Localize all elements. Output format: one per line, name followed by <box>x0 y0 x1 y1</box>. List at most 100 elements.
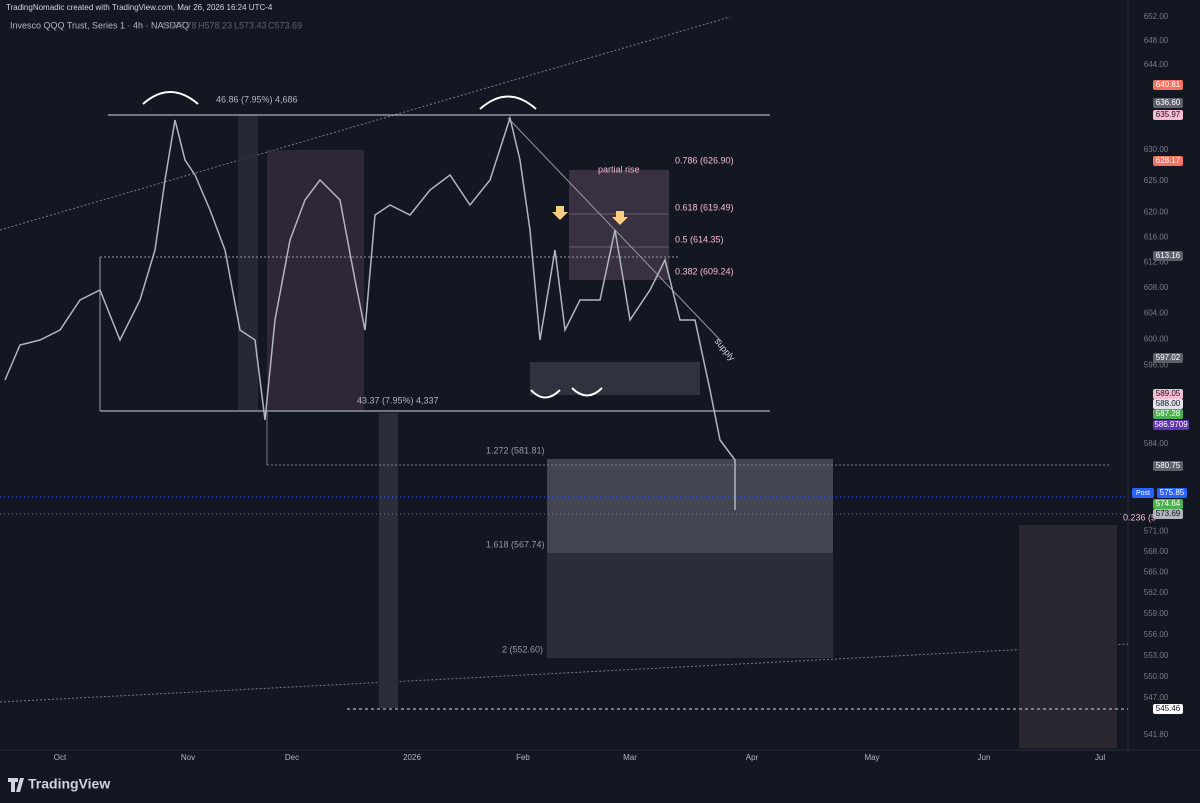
footer <box>0 765 1200 803</box>
price-badge <box>1157 488 1187 498</box>
header-title: TradingNomadic created with TradingView.… <box>6 3 273 12</box>
price-tick-label: 604.00 <box>1144 309 1169 318</box>
fib-zone <box>569 170 669 280</box>
time-label: Oct <box>54 753 67 762</box>
price-tick-label: 648.00 <box>1144 36 1169 45</box>
price-badge-label: 580.75 <box>1156 461 1181 470</box>
ohlc-open: O577.78 <box>162 20 197 30</box>
fib-label: 0.236 (5 <box>1123 512 1156 522</box>
price-tick-label: 616.00 <box>1144 232 1169 241</box>
price-badge <box>1153 353 1183 363</box>
bottom-arc <box>530 389 561 399</box>
price-path <box>4 115 736 510</box>
price-badge <box>1153 509 1183 519</box>
price-tick-label: 652.00 <box>1144 12 1169 21</box>
price-badge-label: 628.17 <box>1156 156 1181 165</box>
price-badge <box>1153 461 1183 471</box>
fib-label: 0.5 (614.35) <box>675 234 724 244</box>
price-tick-label: 559.00 <box>1144 609 1169 618</box>
fib-label: 0.618 (619.49) <box>675 202 734 212</box>
extension-box <box>547 459 833 553</box>
zone <box>1019 525 1117 748</box>
bottom-arc <box>571 387 603 397</box>
time-label: Dec <box>285 753 299 762</box>
price-tick-label: 625.00 <box>1144 176 1169 185</box>
price-tick-label: 620.00 <box>1144 207 1169 216</box>
price-tick-label: 630.00 <box>1144 145 1169 154</box>
price-tick-label: 596.00 <box>1144 360 1169 369</box>
price-tick-label: 562.00 <box>1144 588 1169 597</box>
price-tick-label: 584.00 <box>1144 439 1169 448</box>
price-badge-label: 636.60 <box>1156 98 1181 107</box>
price-tick-label: 553.00 <box>1144 651 1169 660</box>
price-badge <box>1153 110 1183 120</box>
price-badge <box>1153 399 1183 409</box>
annotation: partial rise <box>598 164 640 174</box>
price-badge-label: 586.9709 <box>1154 420 1188 429</box>
zone <box>267 150 364 410</box>
price-tick-label: 644.00 <box>1144 60 1169 69</box>
trend-line <box>0 643 1129 703</box>
trend-line <box>0 16 731 231</box>
arrow-down <box>612 211 628 225</box>
ohlc-close: C573.69 <box>268 20 302 30</box>
price-tick-label: 612.00 <box>1144 258 1169 267</box>
ohlc-low: L573.43 <box>234 20 267 30</box>
price-badge-label: 589.05 <box>1156 389 1181 398</box>
price-tick-label: 547.00 <box>1144 693 1169 702</box>
ext-label: 1.618 (567.74) <box>486 539 545 549</box>
price-tick-label: 571.00 <box>1144 527 1169 536</box>
price-tick-label: 541.80 <box>1144 730 1169 739</box>
zone <box>238 115 258 410</box>
price-badge-label: 588.00 <box>1156 399 1181 408</box>
price-badge <box>1153 499 1183 509</box>
price-tick-label: 608.00 <box>1144 283 1169 292</box>
price-tick-label: 568.00 <box>1144 547 1169 556</box>
ohlc-high: H578.23 <box>198 20 232 30</box>
zone <box>530 362 700 395</box>
price-badge-label: 574.64 <box>1156 499 1181 508</box>
top-arc <box>142 91 199 105</box>
price-badge-label: 597.02 <box>1156 353 1181 362</box>
zone <box>379 413 398 708</box>
price-badge <box>1153 156 1183 166</box>
time-label: Jul <box>1095 753 1105 762</box>
price-badge-label: 573.69 <box>1156 509 1181 518</box>
fib-label: 0.382 (609.24) <box>675 266 734 276</box>
price-tick-label: 550.00 <box>1144 672 1169 681</box>
logo <box>8 778 24 792</box>
time-label: Jun <box>978 753 991 762</box>
price-badge <box>1153 251 1183 261</box>
price-badge <box>1153 98 1183 108</box>
price-badge-label: 587.28 <box>1156 409 1181 418</box>
ext-label: 2 (552.60) <box>502 644 543 654</box>
price-badge-label: 575.85 <box>1160 488 1185 497</box>
price-badge-label: 613.16 <box>1156 251 1181 260</box>
time-label: May <box>864 753 879 762</box>
time-label: Apr <box>746 753 759 762</box>
post-tag-label: Post <box>1136 490 1150 497</box>
price-badge-label: 545.46 <box>1156 704 1181 713</box>
extension-box <box>547 553 833 658</box>
price-tick-label: 565.00 <box>1144 568 1169 577</box>
time-label: Nov <box>181 753 195 762</box>
price-badge <box>1153 389 1183 399</box>
symbol-name: Invesco QQQ Trust, Series 1 · 4h · NASDA… <box>10 20 189 30</box>
time-label: Feb <box>516 753 530 762</box>
time-label: Mar <box>623 753 637 762</box>
price-badge <box>1153 409 1183 419</box>
price-tick-label: 556.00 <box>1144 630 1169 639</box>
price-badge <box>1153 420 1189 430</box>
price-badge-label: 635.97 <box>1156 110 1181 119</box>
range-label: 43.37 (7.95%) 4,337 <box>357 395 439 405</box>
range-label: 46.86 (7.95%) 4,686 <box>216 94 298 104</box>
time-label: 2026 <box>403 753 421 762</box>
post-tag <box>1132 488 1154 498</box>
price-badge <box>1153 80 1183 90</box>
top-arc <box>479 95 537 110</box>
brand: TradingView <box>28 776 110 792</box>
price-tick-label: 600.00 <box>1144 334 1169 343</box>
arrow-down <box>552 206 568 220</box>
